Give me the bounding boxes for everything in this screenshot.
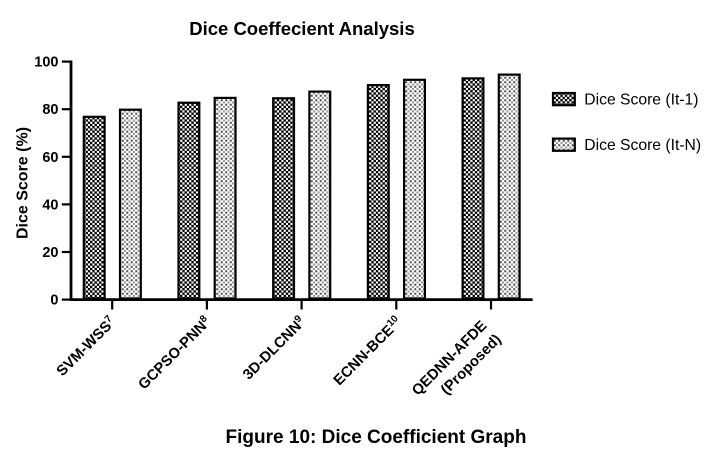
svg-text:Dice Score (%): Dice Score (%) (14, 127, 31, 239)
svg-text:60: 60 (42, 150, 58, 166)
svg-text:Dice Score (It-N): Dice Score (It-N) (584, 137, 701, 154)
svg-text:0: 0 (50, 293, 58, 309)
svg-text:Figure 10: Dice Coefficient Gr: Figure 10: Dice Coefficient Graph (226, 427, 527, 448)
svg-text:ECNN-BCE10: ECNN-BCE10 (330, 313, 406, 389)
svg-text:Dice Score (It-1): Dice Score (It-1) (584, 92, 698, 109)
svg-text:GCPSO-PNN8: GCPSO-PNN8 (135, 313, 215, 393)
svg-text:3D-DLCNN9: 3D-DLCNN9 (239, 313, 309, 383)
svg-text:SVM-WSS7: SVM-WSS7 (53, 313, 120, 380)
svg-text:20: 20 (42, 245, 58, 261)
svg-text:40: 40 (42, 197, 58, 213)
svg-text:Dice Coeffecient Analysis: Dice Coeffecient Analysis (189, 18, 415, 39)
svg-text:100: 100 (34, 55, 58, 71)
svg-text:80: 80 (42, 102, 58, 118)
